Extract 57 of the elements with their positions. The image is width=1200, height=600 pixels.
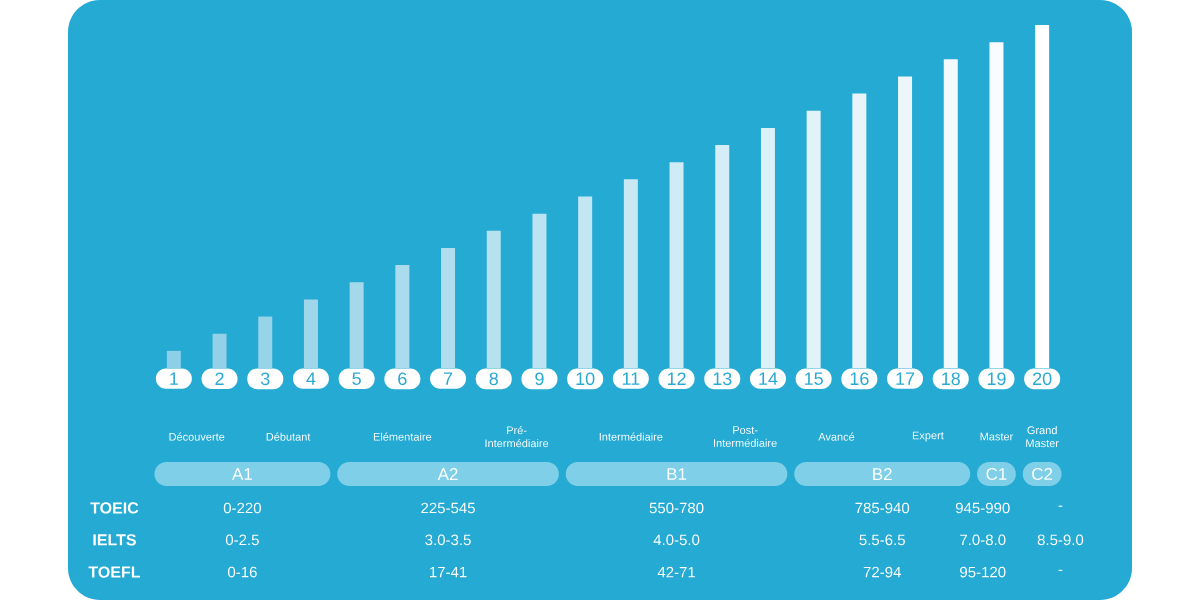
text: 0-16 [227, 566, 257, 578]
text: 72-94 [863, 566, 901, 578]
text: 785-940 [855, 502, 910, 514]
text: Débutant [266, 432, 311, 441]
x-tick-label: 9 [535, 372, 544, 386]
text: Intermédiaire [599, 432, 663, 441]
x-tick-label: 19 [987, 372, 1006, 386]
text: A1 [232, 468, 252, 480]
text: Découverte [169, 432, 225, 441]
x-tick-label: 1 [170, 372, 178, 385]
x-tick-label: 3 [260, 372, 270, 386]
text: IELTS [93, 534, 136, 546]
text: TOEFL [88, 566, 141, 578]
text: Post-Intermédiaire [714, 426, 777, 447]
text: 7.0-8.0 [960, 534, 1006, 546]
x-tick-label: 18 [942, 372, 960, 386]
text: 550-780 [649, 502, 704, 514]
text: TOEIC [90, 502, 139, 514]
text: 3.0-3.5 [425, 534, 471, 546]
x-tick-label: 5 [352, 372, 361, 385]
text: - [1058, 569, 1063, 571]
x-tick-label: 15 [805, 372, 823, 385]
x-tick-label: 16 [850, 372, 869, 386]
text: 17-41 [430, 566, 467, 578]
text: - [1058, 505, 1063, 507]
text: Pré-Intermédiaire [485, 426, 549, 448]
x-tick-label: 14 [759, 372, 778, 385]
x-tick-label: 17 [896, 372, 915, 385]
x-tick-label: 12 [667, 372, 686, 385]
text: Expert [912, 431, 944, 442]
text: Elémentaire [373, 432, 432, 441]
x-tick-label: 7 [443, 372, 453, 385]
text: 95-120 [960, 566, 1006, 578]
text: 225-545 [421, 502, 475, 514]
text: 0-220 [223, 502, 261, 514]
text: 42-71 [657, 566, 696, 578]
x-tick-label: 6 [398, 372, 407, 386]
text: 0-2.5 [225, 534, 259, 546]
x-tick-label: 4 [306, 372, 316, 385]
text: B1 [667, 468, 687, 480]
text: A2 [437, 468, 458, 480]
text: Grand Master [1026, 426, 1059, 448]
x-tick-label: 10 [576, 372, 595, 386]
x-tick-label: 20 [1033, 372, 1052, 386]
text: B2 [873, 468, 892, 480]
text: Master [980, 432, 1014, 441]
x-tick-label: 8 [489, 372, 498, 386]
text: Avancé [818, 432, 855, 441]
text: C2 [1032, 467, 1053, 480]
text: 4.0-5.0 [653, 534, 700, 546]
text: 945-990 [955, 502, 1010, 514]
x-tick-label: 13 [713, 372, 732, 386]
text: 8.5-9.0 [1037, 534, 1084, 546]
text: 5.5-6.5 [859, 534, 905, 546]
text: C1 [986, 467, 1007, 480]
x-tick-label: 2 [215, 372, 224, 385]
x-tick-label: 11 [622, 372, 640, 385]
